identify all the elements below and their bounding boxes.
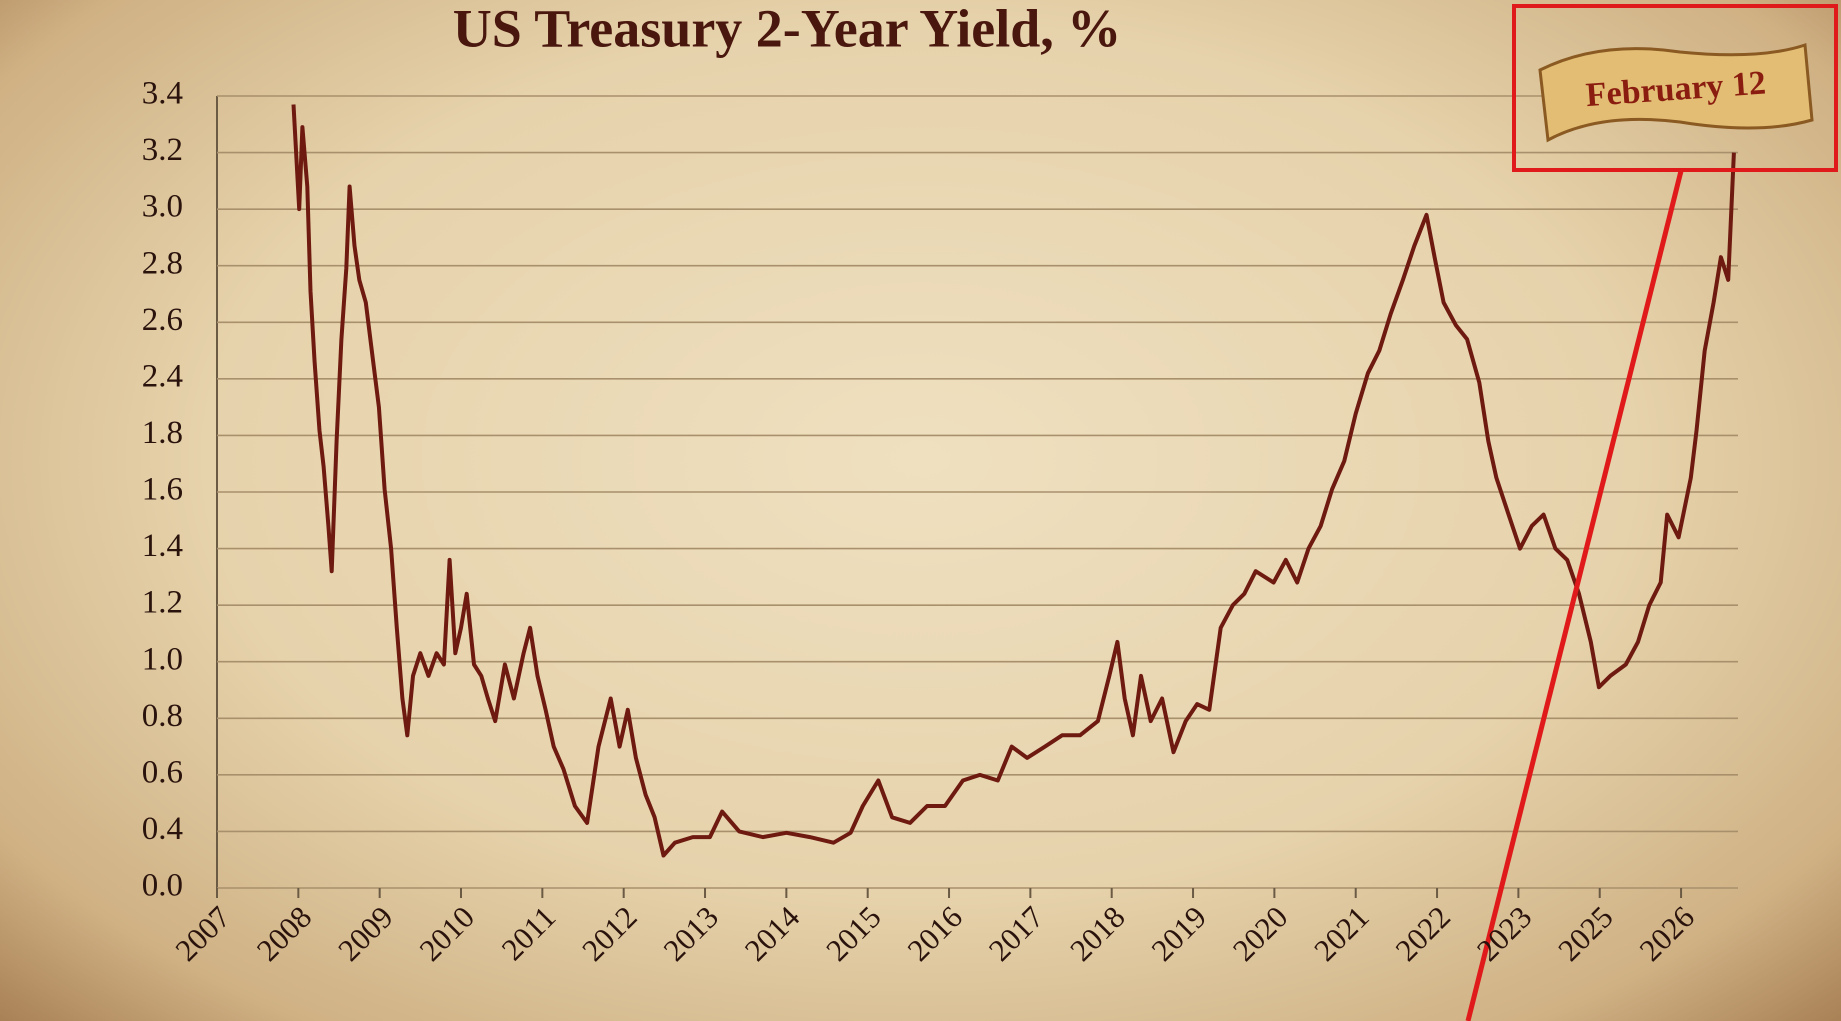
y-tick-label: 3.4: [142, 76, 183, 112]
y-tick-label: 1.0: [142, 641, 183, 677]
chart-title: US Treasury 2-Year Yield, %: [453, 0, 1122, 58]
y-tick-label: 1.4: [142, 528, 183, 564]
scroll-banner: [1538, 42, 1814, 143]
x-tick-label: 2012: [575, 899, 644, 968]
x-tick-label: 2009: [331, 899, 400, 968]
x-tick-label: 2026: [1632, 899, 1701, 968]
y-tick-label: 0.0: [142, 868, 183, 904]
x-tick-label: 2015: [819, 899, 888, 968]
x-tick-label: 2021: [1307, 899, 1376, 968]
x-tick-label: 2022: [1388, 899, 1457, 968]
y-tick-label: 2.8: [142, 245, 183, 281]
x-tick-label: 2025: [1551, 899, 1620, 968]
pointer-line: [1465, 170, 1684, 1021]
x-tick-label: 2023: [1470, 899, 1539, 968]
y-tick-label: 1.2: [142, 585, 183, 621]
y-tick-label: 0.8: [142, 698, 183, 734]
y-tick-label: 3.0: [142, 189, 183, 225]
yield-line: [291, 104, 1736, 858]
y-tick-label: 1.8: [142, 415, 183, 451]
y-tick-label: 3.2: [142, 132, 183, 168]
y-tick-label: 1.6: [142, 472, 183, 508]
x-tick-label: 2017: [982, 899, 1051, 968]
x-tick-label: 2018: [1063, 899, 1132, 968]
x-tick-label: 2008: [250, 899, 319, 968]
x-tick-label: 2010: [412, 899, 481, 968]
x-tick-label: 2011: [495, 899, 563, 967]
y-tick-label: 2.6: [142, 302, 183, 338]
y-tick-label: 0.4: [142, 811, 183, 847]
x-tick-label: 2007: [168, 899, 237, 968]
x-tick-label: 2013: [656, 899, 725, 968]
highlight-box: [1512, 4, 1838, 172]
y-tick-label: 0.6: [142, 754, 183, 790]
x-tick-label: 2020: [1226, 899, 1295, 968]
x-tick-label: 2014: [738, 899, 807, 968]
x-tick-label: 2016: [900, 899, 969, 968]
y-tick-label: 2.4: [142, 358, 183, 394]
x-tick-label: 2019: [1144, 899, 1213, 968]
